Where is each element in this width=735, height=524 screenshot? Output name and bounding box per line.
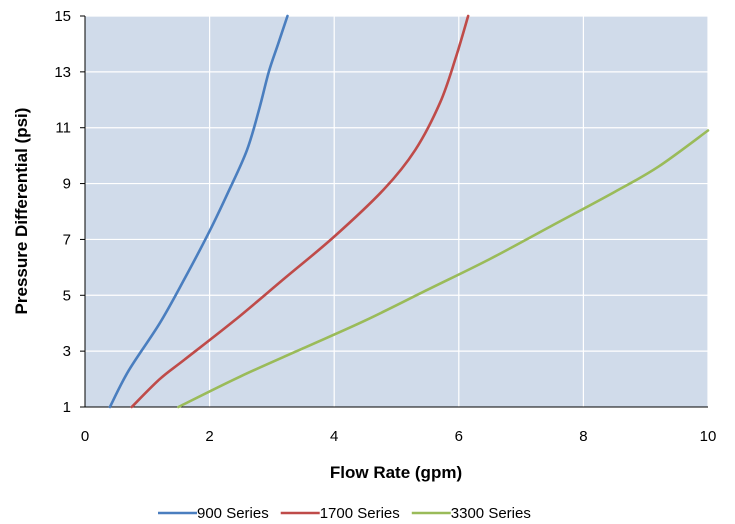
y-tick-label: 5: [63, 287, 71, 304]
y-axis-title: Pressure Differential (psi): [12, 108, 31, 315]
x-tick-label: 6: [455, 428, 463, 445]
series-line-900-series: [108, 14, 289, 409]
y-tick-label: 1: [63, 399, 71, 416]
plot-area: [85, 16, 708, 407]
x-tick-label: 0: [81, 428, 89, 445]
x-tick-labels: 0 2 4 6 8 10: [81, 428, 717, 445]
legend-label-1700-series: 1700 Series: [320, 505, 400, 522]
legend-label-900-series: 900 Series: [197, 505, 269, 522]
y-tick-label: 13: [54, 64, 71, 81]
y-tick-label: 11: [55, 120, 71, 137]
series-line-1700-series: [130, 14, 470, 409]
series-lines: [108, 14, 710, 409]
y-tick-label: 7: [63, 231, 71, 248]
y-tick-label: 9: [63, 176, 71, 193]
x-tick-label: 8: [579, 428, 587, 445]
legend-label-3300-series: 3300 Series: [451, 505, 531, 522]
x-axis-title: Flow Rate (gpm): [330, 463, 462, 482]
series-line-3300-series: [177, 129, 710, 409]
grid-lines: [80, 15, 709, 408]
x-tick-label: 2: [205, 428, 213, 445]
y-tick-label: 3: [63, 343, 71, 360]
x-tick-label: 4: [330, 428, 338, 445]
y-tick-label: 15: [54, 8, 71, 25]
x-tick-label: 10: [700, 428, 717, 445]
legend: 900 Series 1700 Series 3300 Series: [158, 505, 531, 522]
